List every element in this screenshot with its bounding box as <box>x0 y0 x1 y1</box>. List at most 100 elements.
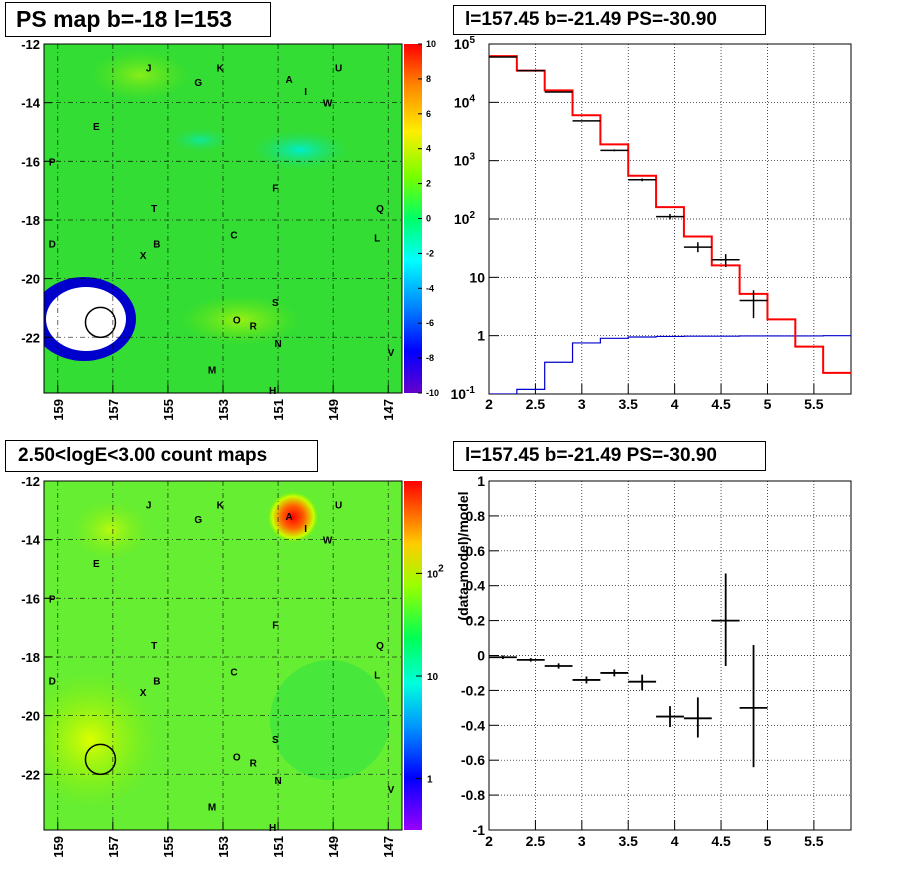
colorbar-tick-label: 10 <box>427 672 439 683</box>
colorbar-tick-label: 0 <box>426 214 431 224</box>
map-source-label: R <box>250 322 258 333</box>
map-source-label: A <box>285 512 292 523</box>
ps-map-source-labels: J K G A U I W E P F Q T C L D BX S OR N V M H <box>49 63 395 397</box>
residual-grid <box>488 480 851 831</box>
residual-y-tick-label: -1 <box>473 822 486 838</box>
map-y-tick-label: -16 <box>21 591 40 606</box>
map-source-label: U <box>335 500 342 511</box>
spectrum-x-tick-label: 2.5 <box>526 396 546 412</box>
map-source-label: W <box>323 99 333 110</box>
map-source-label: T <box>151 641 157 652</box>
spectrum-y-tick-label: 103 <box>454 152 476 169</box>
map-source-label: N <box>274 776 281 787</box>
map-x-tick-label: 153 <box>216 836 231 858</box>
colorbar-tick-label: -2 <box>426 248 434 258</box>
spectrum-y-tick-label: 1 <box>477 328 485 344</box>
map-source-label: W <box>323 536 333 547</box>
colorbar-tick-label: 102 <box>427 563 444 580</box>
residual-axes: 2 2.5 3 3.5 4 4.5 5 5.5 1 0.8 0.6 0.4 0.2 0 -0.2 -0.4 -0… <box>461 473 824 849</box>
residual-y-tick-label: 0.6 <box>466 543 486 559</box>
map-x-tick-label: 155 <box>161 836 176 858</box>
colorbar-tick-label: 10 <box>426 39 436 49</box>
map-source-label: L <box>374 234 380 245</box>
count-map-colorbar <box>404 481 422 830</box>
ps-map-grid <box>44 43 402 393</box>
residual-y-tick-label: 0.4 <box>466 578 486 594</box>
colorbar-tick-label: -4 <box>426 283 434 293</box>
ps-map-colorbar <box>404 44 422 393</box>
map-source-label: F <box>272 184 278 195</box>
map-source-label: O <box>233 753 241 764</box>
map-source-label: B <box>153 239 160 250</box>
map-source-label: F <box>272 621 278 632</box>
count-map-title: 2.50<logE<3.00 count maps <box>5 440 318 472</box>
map-source-label: H <box>269 823 276 834</box>
residual-y-tick-label: -0.2 <box>461 682 485 698</box>
map-x-tick-label: 151 <box>271 399 286 421</box>
residual-y-tick-label: 1 <box>477 473 485 489</box>
residual-x-tick-label: 4 <box>671 833 679 849</box>
spectrum-x-tick-label: 4 <box>671 396 679 412</box>
spectrum-title: l=157.45 b=-21.49 PS=-30.90 <box>453 5 766 35</box>
map-y-tick-label: -22 <box>21 330 40 345</box>
count-map-roi-circle <box>84 743 117 776</box>
map-source-label: D <box>49 676 56 687</box>
map-source-label: B <box>153 676 160 687</box>
map-source-label: X <box>140 688 147 699</box>
colorbar-tick-label: 2 <box>426 179 431 189</box>
map-x-tick-label: 159 <box>51 399 66 421</box>
map-x-tick-label: 157 <box>106 399 121 421</box>
count-map-texture <box>44 491 390 810</box>
map-y-tick-label: -16 <box>21 154 40 169</box>
spectrum-y-tick-label: 10-1 <box>451 385 476 402</box>
map-source-label: I <box>304 87 307 98</box>
spectrum-x-tick-label: 3 <box>578 396 586 412</box>
ps-map-colorbar-ticks: 10 8 6 4 2 0 -2 -4 -6 -8 -10 <box>418 39 439 398</box>
map-y-tick-label: -12 <box>21 474 40 489</box>
map-y-tick-label: -12 <box>21 37 40 52</box>
map-source-label: G <box>194 78 202 89</box>
map-source-label: S <box>272 298 279 309</box>
spectrum-x-tick-label: 4.5 <box>711 396 731 412</box>
map-source-label: A <box>285 75 292 86</box>
map-source-label: P <box>49 157 56 168</box>
map-source-label: L <box>374 671 380 682</box>
map-y-tick-label: -18 <box>21 650 40 665</box>
map-source-label: M <box>208 803 216 814</box>
map-source-label: T <box>151 204 157 215</box>
map-source-label: J <box>146 63 152 74</box>
map-x-tick-label: 155 <box>161 399 176 421</box>
map-source-label: K <box>217 500 225 511</box>
residual-x-tick-label: 2 <box>485 833 493 849</box>
residual-x-tick-label: 4.5 <box>711 833 731 849</box>
map-source-label: P <box>49 594 56 605</box>
map-source-label: S <box>272 735 279 746</box>
residual-y-tick-label: 0 <box>477 648 485 664</box>
colorbar-tick-label: -6 <box>426 318 434 328</box>
map-source-label: V <box>388 348 395 359</box>
residual-y-tick-label: 0.2 <box>466 613 486 629</box>
map-y-tick-label: -18 <box>21 213 40 228</box>
map-source-label: R <box>250 759 258 770</box>
map-x-tick-label: 147 <box>381 399 396 421</box>
count-map-axes: 159 157 155 153 151 149 147 -12 -14 -16 -18 -20 -22 <box>21 474 396 858</box>
ps-map-title: PS map b=-18 l=153 <box>5 2 271 37</box>
spectrum-x-tick-label: 2 <box>485 396 493 412</box>
spectrum-x-tick-label: 3.5 <box>618 396 638 412</box>
residual-x-tick-label: 2.5 <box>526 833 546 849</box>
map-source-label: N <box>274 339 281 350</box>
residual-y-axis-label: (data-model)/model <box>455 491 471 620</box>
map-y-tick-label: -22 <box>21 767 40 782</box>
spectrum-y-tick-label: 105 <box>454 35 476 52</box>
map-x-tick-label: 151 <box>271 836 286 858</box>
map-source-label: I <box>304 524 307 535</box>
map-source-label: X <box>140 251 147 262</box>
map-source-label: O <box>233 316 241 327</box>
map-x-tick-label: 153 <box>216 399 231 421</box>
map-x-tick-label: 159 <box>51 836 66 858</box>
colorbar-tick-label: -10 <box>426 388 439 398</box>
residual-y-tick-label: -0.4 <box>461 717 485 733</box>
colorbar-tick-label: -8 <box>426 353 434 363</box>
